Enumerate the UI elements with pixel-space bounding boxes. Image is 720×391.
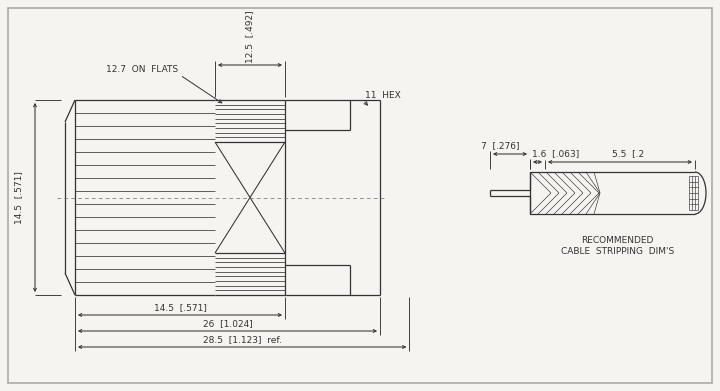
Text: 14.5  [.571]: 14.5 [.571] [153, 303, 207, 312]
Text: 1.6  [.063]: 1.6 [.063] [532, 149, 579, 158]
Text: 28.5  [1.123]  ref.: 28.5 [1.123] ref. [203, 335, 282, 344]
Text: 12.7  ON  FLATS: 12.7 ON FLATS [106, 66, 178, 75]
Text: RECOMMENDED
CABLE  STRIPPING  DIM'S: RECOMMENDED CABLE STRIPPING DIM'S [561, 236, 674, 256]
Text: 5.5  [.2: 5.5 [.2 [612, 149, 644, 158]
Text: 12.5  [.492]: 12.5 [.492] [246, 11, 254, 63]
Text: 7  [.276]: 7 [.276] [481, 142, 519, 151]
Text: 11  HEX: 11 HEX [365, 90, 401, 99]
Text: 14.5  [.571]: 14.5 [.571] [14, 171, 24, 224]
Text: 26  [1.024]: 26 [1.024] [202, 319, 253, 328]
